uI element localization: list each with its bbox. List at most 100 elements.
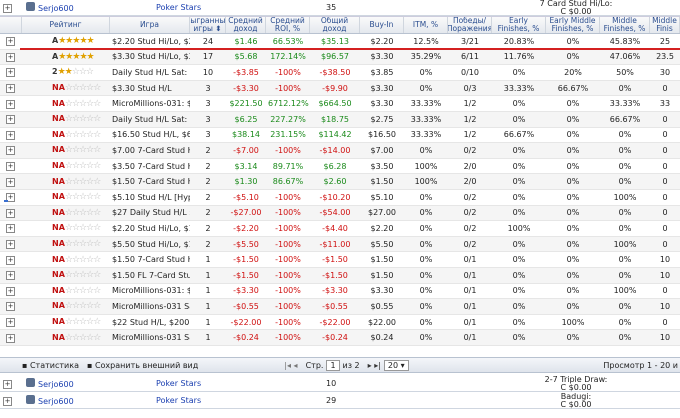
expand[interactable]: +	[0, 255, 22, 265]
star: ☆	[86, 332, 94, 343]
table-row[interactable]: + NA☆☆☆☆☆ $3.30 Stud H/L 3 -$3.30 -100% -$9.90…	[0, 80, 680, 97]
column-header[interactable]: Средний доход	[226, 17, 266, 33]
cell: -100%	[275, 223, 301, 233]
cell: $3.85	[370, 67, 394, 77]
expand[interactable]: +	[0, 177, 22, 187]
cell: 10	[659, 333, 671, 343]
player[interactable]: Serjo600	[38, 380, 74, 389]
player[interactable]: Serjo600	[38, 4, 74, 13]
cell: -$22.00	[319, 317, 351, 327]
cell: MicroMillions-031 Sat: $	[112, 301, 190, 311]
column-header[interactable]: Общий доход	[310, 17, 360, 33]
cell: 0%	[419, 223, 433, 233]
table-row[interactable]: +NA☆☆☆☆☆MicroMillions-031 Sat: $1-$0.24-…	[0, 330, 680, 346]
expand[interactable]: +	[0, 270, 22, 281]
column-header[interactable]: Middle Finishes, %	[600, 17, 650, 33]
table-row[interactable]: +NA☆☆☆☆☆$7.00 7-Card Stud H/L2-$7.00-100…	[0, 143, 680, 159]
column-header[interactable]: Early Finishes, %	[492, 17, 546, 33]
table-row[interactable]: +2★★☆☆☆Daily Stud H/L Sat: $3.810-$3.85-…	[0, 65, 680, 81]
rating-cell: 2★★☆☆☆	[22, 67, 110, 77]
column-header[interactable]: Победы/ Поражения	[448, 17, 492, 33]
expand[interactable]: +	[0, 333, 22, 343]
expand[interactable]: +	[0, 379, 12, 389]
expand[interactable]: +	[0, 239, 22, 250]
expand[interactable]: +	[0, 67, 22, 78]
rating-cell: NA☆☆☆☆☆	[22, 301, 110, 311]
table-row[interactable]: +A★★★★★$3.30 Stud Hi/Lo, $30017$5.68172.…	[0, 49, 680, 66]
expand[interactable]: +	[0, 130, 22, 140]
table-row[interactable]: +NA☆☆☆☆☆MicroMillions-031: $3.303$221.50…	[0, 96, 680, 112]
expand[interactable]: +	[0, 301, 22, 312]
column-header[interactable]: Игра	[110, 17, 190, 33]
cell: $1.30	[234, 177, 258, 187]
column-header[interactable]: Buy-In	[360, 17, 404, 33]
cell: 0/2	[463, 208, 477, 218]
expand[interactable]: +	[0, 317, 22, 328]
stars: ☆☆☆☆☆	[64, 223, 101, 234]
expand[interactable]: +	[0, 114, 22, 125]
expand[interactable]: +	[0, 99, 22, 109]
star: ☆	[64, 332, 73, 343]
column-header[interactable]: Early Middle Finishes, %	[546, 17, 600, 33]
table-row[interactable]: +NA☆☆☆☆☆$1.50 FL 7-Card Stud H1-$1.50-10…	[0, 268, 680, 284]
expand[interactable]: +	[0, 208, 22, 218]
expand[interactable]: +	[0, 145, 22, 156]
table-row[interactable]: +NA☆☆☆☆☆$27 Daily Stud H/L $1.52-$27.00-…	[0, 205, 680, 222]
cell: $3.30 Stud H/L	[112, 83, 172, 93]
table-row[interactable]: +NA☆☆☆☆☆$2.20 Stud Hi/Lo, $1002-$2.20-10…	[0, 221, 680, 237]
count: 29	[326, 396, 337, 405]
expand[interactable]: +	[0, 52, 22, 62]
cell: 0	[662, 161, 668, 171]
table-row[interactable]: +NA☆☆☆☆☆$16.50 Stud H/L, $6003$38.14231.…	[0, 128, 680, 144]
table-row[interactable]: +NA☆☆☆☆☆$1.50 7-Card Stud H/L2$1.3086.67…	[0, 174, 680, 190]
table-row[interactable]: +NA☆☆☆☆☆$3.50 7-Card Stud H/L2$3.1489.71…	[0, 159, 680, 175]
cell: 0%	[566, 286, 580, 296]
expand[interactable]: +	[0, 396, 12, 406]
column-header[interactable]: ITM, %	[404, 17, 448, 33]
pager-first[interactable]: |◂ ◂	[284, 360, 298, 370]
star: ☆	[71, 317, 80, 328]
rating-cell: NA☆☆☆☆☆	[22, 177, 110, 187]
table-row[interactable]: +NA☆☆☆☆☆$22 Stud H/L, $200 Gtd1-$22.00-1…	[0, 315, 680, 331]
expand[interactable]: +	[0, 223, 22, 234]
stats-button[interactable]: ▪ Статистика	[22, 360, 79, 370]
column-header[interactable]: Сыгранных игры ⬍	[190, 17, 226, 33]
page-input[interactable]: 1	[326, 359, 340, 371]
table-row[interactable]: +NA☆☆☆☆☆$5.50 Stud Hi/Lo, $1002-$5.50-10…	[0, 236, 680, 253]
column-header[interactable]: Middle Finis	[650, 17, 680, 33]
star: ☆	[86, 223, 94, 234]
pager-next[interactable]: ▸ ▸|	[367, 360, 381, 370]
table-row[interactable]: +NA☆☆☆☆☆MicroMillions-031 Sat: $1-$0.55-…	[0, 299, 680, 315]
site[interactable]: Poker Stars	[156, 396, 202, 405]
cell: 1	[205, 301, 211, 311]
star: ☆	[64, 223, 73, 234]
star: ☆	[64, 161, 73, 172]
table-row[interactable]: +NA☆☆☆☆☆Daily Stud H/L Sat: $2.73$6.2522…	[0, 112, 680, 128]
column-header[interactable]: Рейтинг	[22, 17, 110, 33]
plus-icon: +	[6, 177, 15, 187]
expand[interactable]: +	[0, 286, 22, 296]
table-row[interactable]: +NA☆☆☆☆☆$5.10 Stud H/L [Hyper-T2-$5.10-1…	[0, 190, 680, 206]
site[interactable]: Poker Stars	[156, 379, 202, 388]
expand[interactable]: +	[0, 192, 22, 203]
star: ☆	[79, 270, 87, 281]
site[interactable]: Poker Stars	[156, 3, 202, 12]
table-row[interactable]: +NA☆☆☆☆☆$1.50 7-Card Stud H/L1-$1.50-100…	[0, 252, 680, 268]
star: ☆	[78, 67, 87, 78]
expand[interactable]: +	[0, 161, 22, 172]
expand[interactable]: +	[0, 83, 22, 94]
cell: 231.15%	[270, 130, 306, 140]
cell: 6/11	[461, 52, 479, 62]
cell: -$27.00	[230, 208, 262, 218]
expand[interactable]: +	[0, 36, 22, 47]
column-header[interactable]: Средний ROI, %	[266, 17, 310, 33]
player[interactable]: Serjo600	[38, 397, 74, 406]
per-page[interactable]: 20 ▾	[383, 359, 409, 371]
table-row[interactable]: +NA☆☆☆☆☆MicroMillions-031: $3.301-$3.30-…	[0, 284, 680, 300]
plus-icon: +	[6, 52, 15, 62]
expand[interactable]: +	[0, 3, 12, 13]
cell: 0%	[566, 114, 580, 124]
plus-icon: +	[3, 379, 12, 389]
save-button[interactable]: ▪ Сохранить внешний вид	[86, 360, 199, 370]
plus-icon: +	[6, 68, 15, 78]
